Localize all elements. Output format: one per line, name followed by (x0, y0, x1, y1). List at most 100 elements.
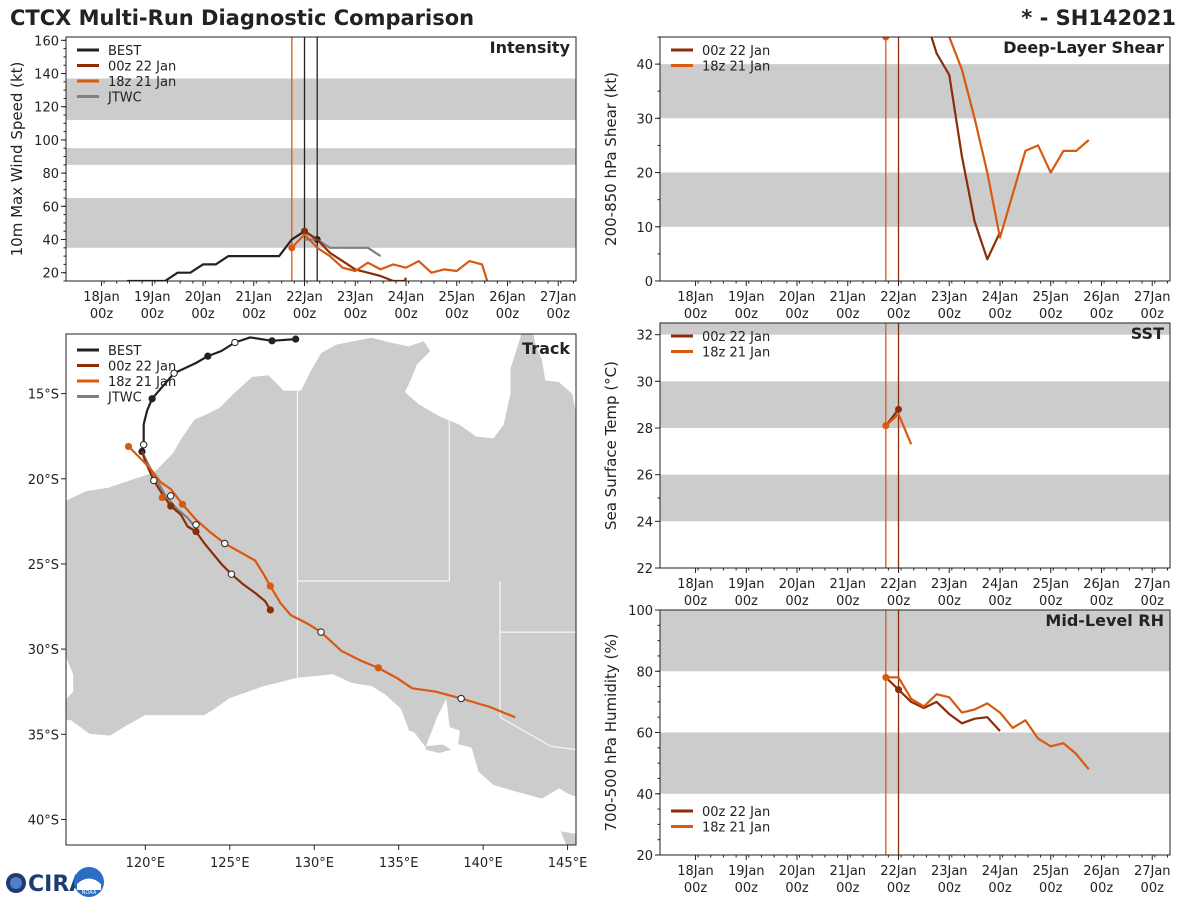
shear-band (660, 172, 1170, 227)
sst-x-tick-day: 24Jan (982, 577, 1019, 592)
track-open-position-run_18z (167, 492, 175, 500)
rh-x-tick-day: 21Jan (829, 864, 866, 879)
rh-panel-title: Mid-Level RH (1045, 611, 1164, 630)
track-lat-label: 30°S (28, 643, 59, 658)
sst-panel-title: SST (1131, 324, 1164, 343)
rh-y-tick-label: 80 (636, 665, 653, 680)
track-position-run_18z (124, 442, 133, 451)
intensity-x-tick-day: 19Jan (134, 290, 171, 305)
shear-x-tick-hour: 00z (836, 307, 860, 322)
rh-series-line-run_00z (885, 676, 1001, 732)
track-open-position-run_00z (150, 476, 158, 485)
track-open-position-best (139, 441, 148, 449)
track-lon-label: 125°E (210, 856, 250, 871)
sst-y-tick-label: 32 (636, 329, 653, 344)
sst-legend-label: 00z 22 Jan (702, 330, 770, 345)
sst-x-tick-day: 19Jan (728, 577, 765, 592)
shear-x-tick-day: 26Jan (1083, 290, 1120, 305)
sst-point-run_18z (882, 422, 890, 430)
shear-series-line-run_00z (930, 37, 1001, 261)
intensity-series-line-best (126, 230, 318, 281)
track-lon-label: 145°E (548, 856, 588, 871)
shear-x-tick-hour: 00z (735, 307, 759, 322)
track-open-position-run_18z (221, 539, 229, 548)
sst-band (660, 323, 1170, 335)
rh-x-tick-day: 24Jan (982, 864, 1019, 879)
intensity-legend-label: JTWC (107, 91, 142, 106)
sst-y-tick-label: 22 (636, 562, 653, 577)
shear-legend-label: 00z 22 Jan (702, 44, 770, 59)
rh-y-axis-label: 700-500 hPa Humidity (%) (602, 633, 620, 831)
intensity-point-run_18z (288, 244, 296, 252)
track-legend-label: JTWC (107, 391, 142, 406)
track-legend-label: BEST (108, 344, 141, 359)
intensity-band (66, 78, 576, 120)
rh-x-tick-day: 18Jan (677, 864, 714, 879)
rh-x-tick-hour: 00z (836, 881, 860, 896)
rh-x-tick-day: 27Jan (1134, 864, 1171, 879)
cira-logo: CIRA NOAA (6, 867, 104, 897)
shear-x-tick-day: 21Jan (829, 290, 866, 305)
sst-frame (659, 322, 1171, 569)
shear-x-tick-day: 24Jan (982, 290, 1019, 305)
sst-y-tick-label: 26 (636, 469, 653, 484)
intensity-x-tick-day: 21Jan (235, 290, 272, 305)
rh-x-tick-day: 20Jan (779, 864, 816, 879)
shear-y-tick-label: 40 (636, 58, 653, 73)
track-line-best (140, 336, 296, 452)
shear-x-tick-day: 18Jan (677, 290, 714, 305)
sst-x-tick-hour: 00z (988, 594, 1012, 609)
shear-frame (659, 36, 1171, 282)
intensity-frame (65, 36, 577, 282)
sst-x-tick-hour: 00z (1090, 594, 1114, 609)
track-open-position-run_18z (192, 521, 200, 529)
intensity-x-tick-hour: 00z (242, 307, 266, 322)
rh-series-line-run_18z (885, 676, 1090, 770)
track-open-position-best (170, 369, 178, 377)
rh-y-tick-label: 60 (636, 727, 653, 742)
track-position-best (204, 352, 212, 360)
shear-x-tick-day: 25Jan (1032, 290, 1069, 305)
shear-panel-title: Deep-Layer Shear (1003, 38, 1164, 57)
rh-band (660, 732, 1170, 794)
intensity-band (66, 198, 576, 248)
rh-x-tick-hour: 00z (887, 881, 911, 896)
intensity-x-tick-hour: 00z (547, 307, 571, 322)
sst-x-tick-hour: 00z (684, 594, 708, 609)
rh-x-tick-day: 26Jan (1083, 864, 1120, 879)
track-panel-title: Track (522, 339, 570, 358)
track-position-run_18z (266, 582, 274, 590)
track-lat-label: 40°S (28, 813, 59, 828)
shear-series-group (882, 37, 1090, 261)
shear-x-tick-hour: 00z (1090, 307, 1114, 322)
track-panel: 120°E 125°E 130°E 135°E 140°E 145°E 15°S 20°S 25… (28, 333, 588, 871)
sst-y-tick-label: 30 (636, 375, 653, 390)
intensity-x-tick-day: 23Jan (337, 290, 374, 305)
shear-band (660, 64, 1170, 119)
figure-title: CTCX Multi-Run Diagnostic Comparison (10, 6, 474, 30)
sst-x-tick-hour: 00z (785, 594, 809, 609)
shear-y-axis-label: 200-850 hPa Shear (kt) (602, 72, 620, 246)
shear-legend-label: 18z 21 Jan (702, 60, 770, 75)
sst-y-tick-label: 28 (636, 422, 653, 437)
shear-x-tick-day: 19Jan (728, 290, 765, 305)
rh-panel: 20 40 60 80 100 18Jan 00z 19Jan 00z 20Jan 00z 21Jan… (602, 604, 1171, 896)
track-map-layer (66, 334, 576, 845)
intensity-panel: 20 40 60 80 100 120 140 160 18Jan 00z 19Jan 00z 20Ja… (8, 34, 577, 322)
sst-series-line-run_18z (885, 412, 913, 445)
intensity-x-tick-hour: 00z (191, 307, 215, 322)
intensity-y-tick-label: 120 (34, 101, 59, 116)
intensity-x-tick-hour: 00z (90, 307, 114, 322)
intensity-series-tail-run_00z (403, 277, 408, 281)
figure-id: * - SH142021 (1021, 6, 1176, 30)
intensity-y-tick-label: 20 (42, 267, 59, 282)
state-border (499, 716, 576, 751)
tasmania-landmass (560, 831, 576, 845)
sst-y-tick-label: 24 (636, 515, 653, 530)
rh-point-run_00z (895, 686, 903, 694)
track-open-position-run_18z (457, 694, 465, 703)
sst-band (660, 381, 1170, 428)
intensity-x-tick-day: 18Jan (83, 290, 120, 305)
rh-x-tick-day: 25Jan (1032, 864, 1069, 879)
track-lon-label: 120°E (126, 856, 166, 871)
